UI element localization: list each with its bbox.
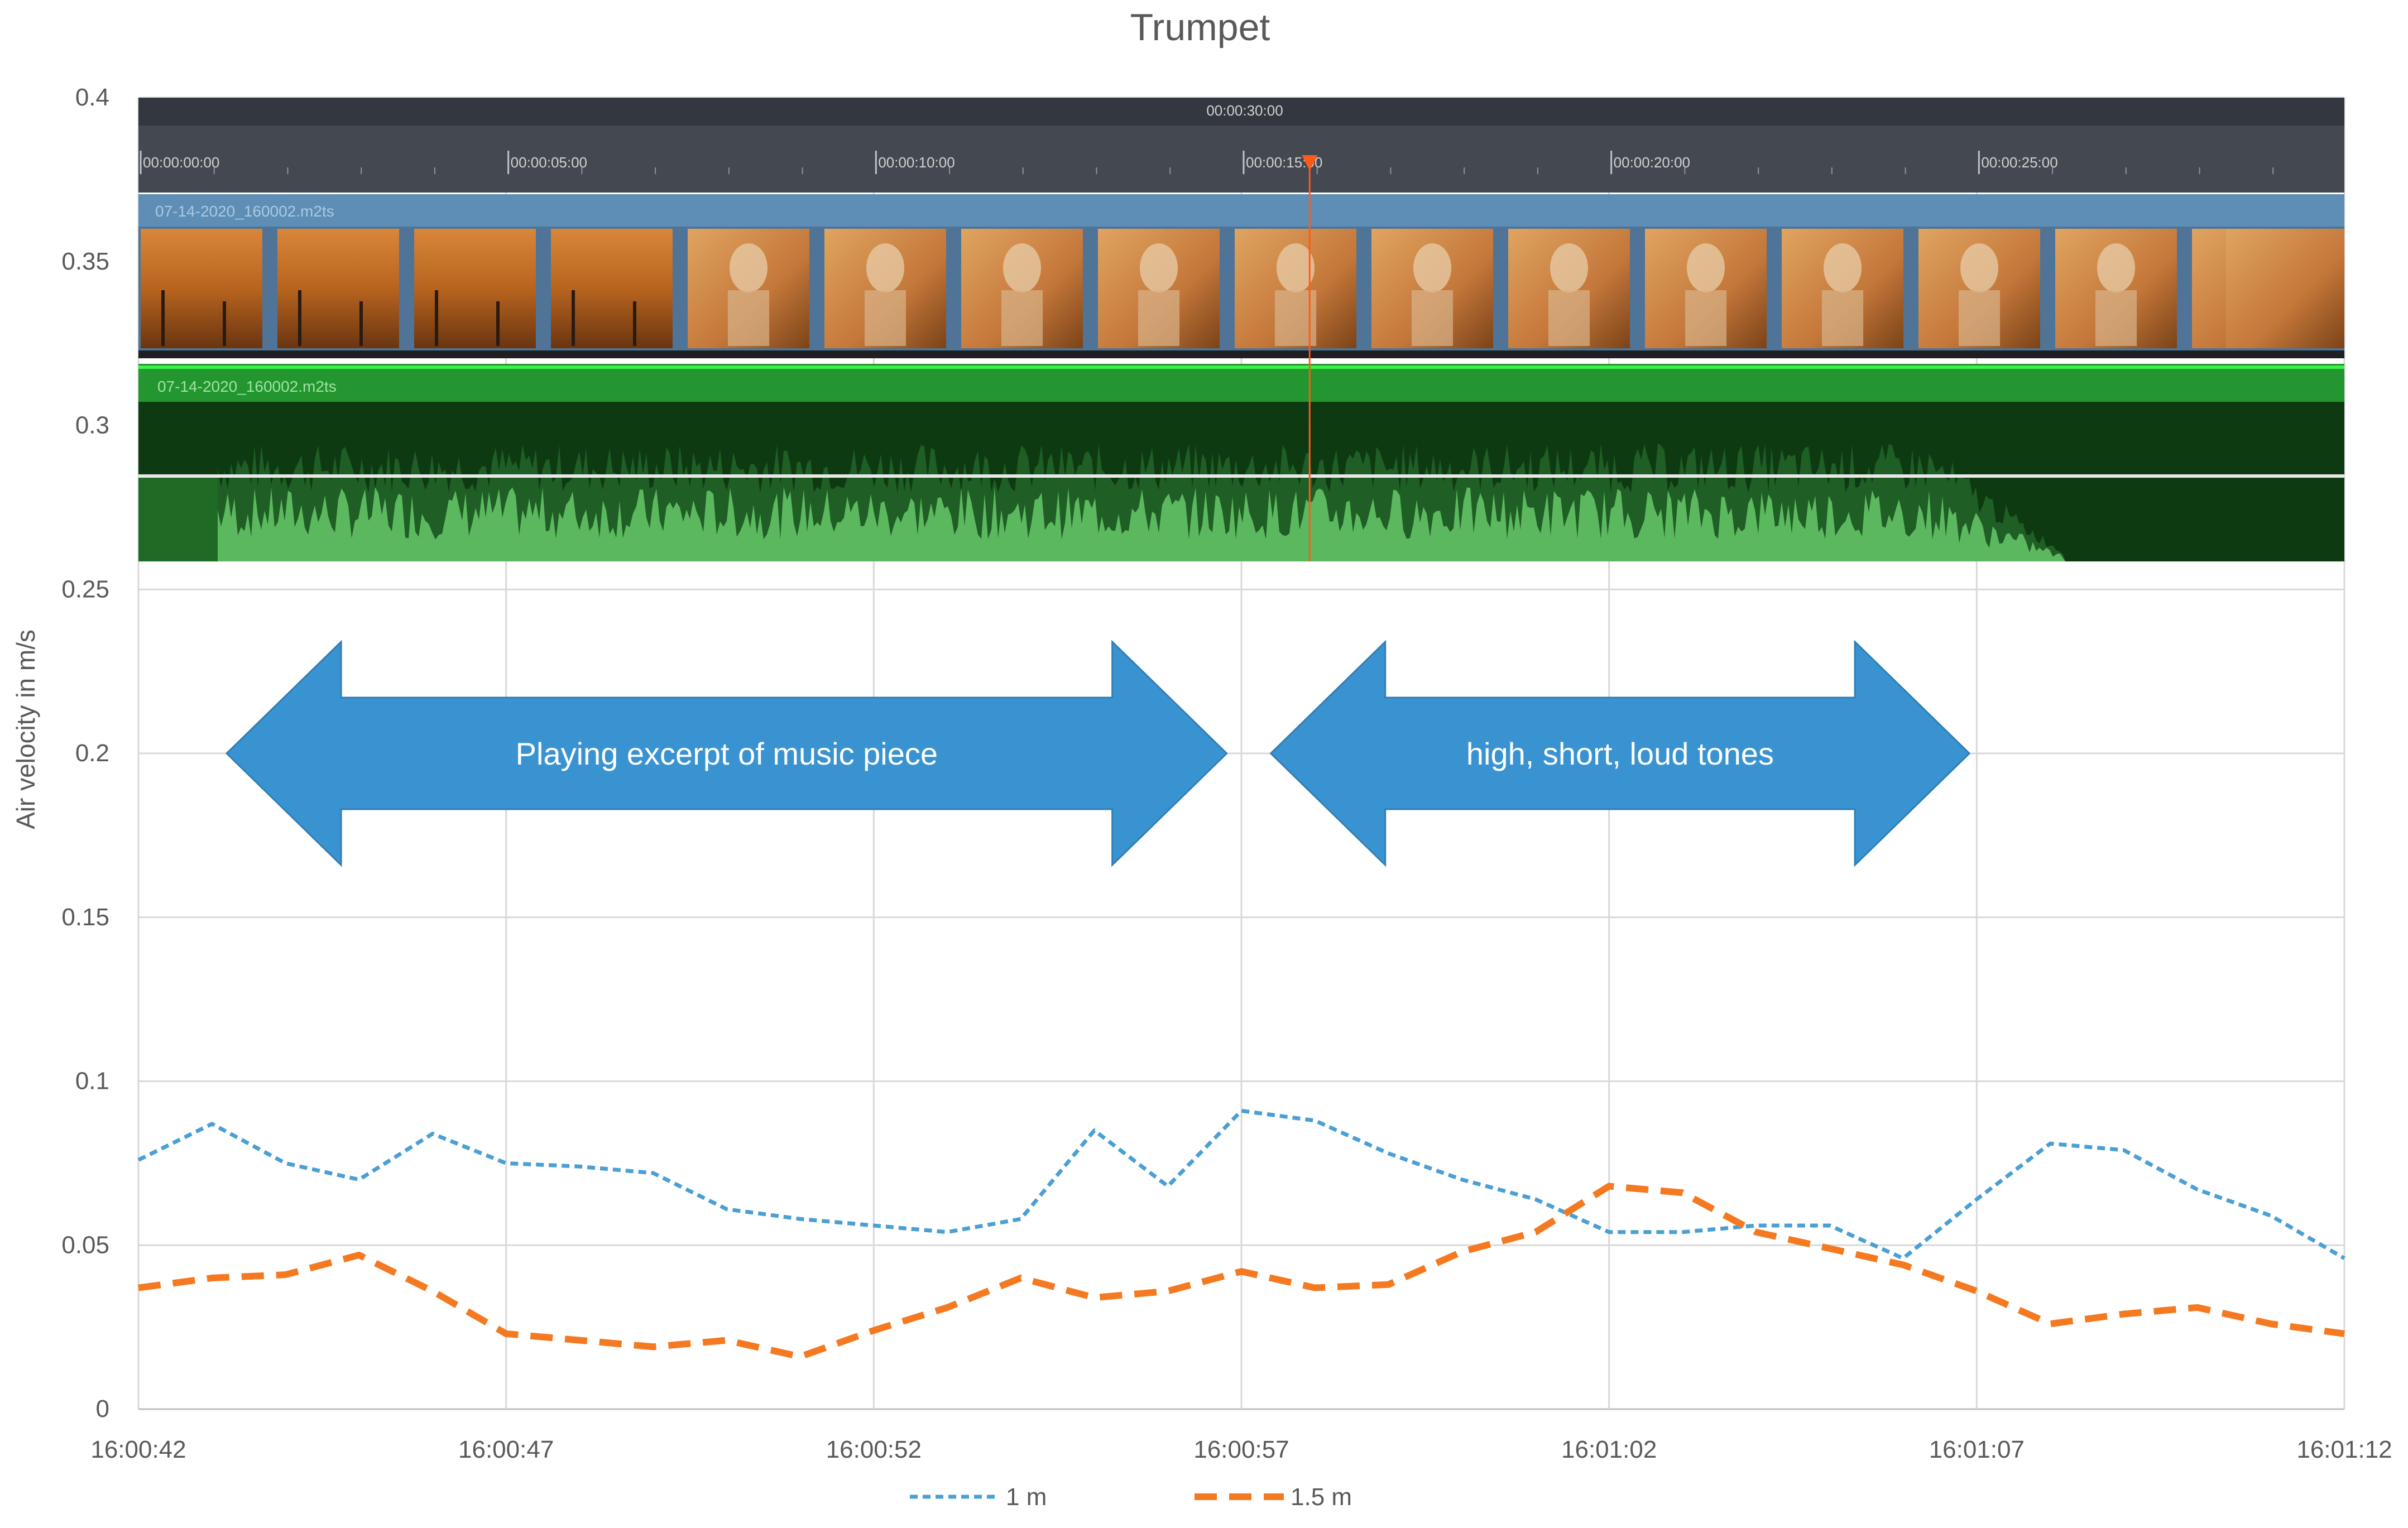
x-tick-label: 16:00:52 (826, 1436, 922, 1463)
thumbnail-figure-body (727, 290, 770, 346)
data-series (137, 1108, 2345, 1360)
legend-label: 1 m (1006, 1483, 1047, 1511)
audio-clip-name: 07-14-2020_160002.m2ts (157, 378, 337, 395)
legend-label: 1.5 m (1291, 1483, 1352, 1511)
video-thumbnail (551, 229, 673, 348)
video-editor-overlay: 00:00:30:00 00:00:00:00 00:00:05:00 00:00:… (138, 98, 2344, 561)
thumbnail-figure (1140, 243, 1178, 292)
thumbnail-figure (1003, 243, 1041, 292)
y-axis-label: Air velocity in m/s (11, 630, 40, 829)
x-tick-label: 16:01:07 (1929, 1436, 2025, 1463)
thumbnail-figure (730, 243, 768, 292)
annotation-arrows: Playing excerpt of music piece high, shor… (225, 640, 1971, 867)
annotation-arrow (225, 640, 1228, 867)
y-tick-label: 0 (96, 1395, 109, 1423)
video-clip-name: 07-14-2020_160002.m2ts (155, 203, 334, 220)
thumbnail-figure-body (1958, 290, 2001, 346)
editor-top-bar (138, 98, 2344, 126)
audio-track-header (138, 364, 2344, 402)
thumbnail-figure (1687, 243, 1725, 292)
audio-waveform (218, 487, 2065, 561)
thumbnail-figure (866, 243, 904, 292)
thumbnail-figure-body (1138, 290, 1180, 346)
y-tick-labels: 0 0.05 0.1 0.15 0.2 0.25 0.3 0.35 0.4 (61, 84, 109, 1423)
x-tick-label: 16:01:02 (1561, 1436, 1657, 1463)
x-tick-labels: 16:00:42 16:00:47 16:00:52 16:00:57 16:01:02… (90, 1436, 2392, 1463)
annotation-label: high, short, loud tones (1466, 736, 1774, 771)
audio-volume-line (138, 474, 2344, 478)
ruler-tick-label: 00:00:00:00 (143, 154, 219, 171)
video-thumbnail (2226, 229, 2344, 348)
thumbnail-figure (1413, 243, 1451, 292)
timeline-ruler (138, 126, 2344, 193)
thumbnail-figure-body (1685, 290, 1727, 346)
y-tick-label: 0.1 (75, 1068, 109, 1095)
y-tick-label: 0.05 (61, 1231, 109, 1258)
y-tick-label: 0.3 (75, 412, 109, 439)
x-tick-label: 16:00:42 (90, 1436, 186, 1463)
video-thumbnail (141, 229, 262, 348)
series-line-1-m (137, 1108, 2345, 1261)
chart-title: Trumpet (1130, 6, 1270, 49)
video-thumbnail (277, 229, 399, 348)
y-tick-label: 0.35 (61, 248, 109, 275)
video-thumbnail (414, 229, 536, 348)
x-tick-label: 16:01:12 (2296, 1436, 2392, 1463)
y-tick-label: 0.15 (61, 904, 109, 931)
thumbnail-figure (1960, 243, 1998, 292)
ruler-tick-label: 00:00:05:00 (511, 154, 587, 171)
x-tick-label: 16:00:57 (1193, 1436, 1289, 1463)
y-tick-label: 0.2 (75, 739, 109, 767)
thumbnail-figure-body (1548, 290, 1590, 346)
video-thumbnails (141, 229, 2344, 348)
thumbnail-figure (1277, 243, 1315, 292)
audio-track-highlight (138, 366, 2344, 369)
thumbnail-figure (1550, 243, 1588, 292)
thumbnail-figure-body (864, 290, 906, 346)
video-track-divider (138, 350, 2344, 358)
thumbnail-figure-body (1821, 290, 1864, 346)
series-line-1-5-m (138, 1183, 2345, 1360)
video-track-header (138, 194, 2344, 227)
ruler-tick-label: 00:00:20:00 (1614, 154, 1690, 171)
ruler-tick-label: 00:00:25:00 (1981, 154, 2057, 171)
y-tick-label: 0.25 (61, 575, 109, 603)
thumbnail-figure-body (1411, 290, 1454, 346)
thumbnail-figure-body (2095, 290, 2137, 346)
audio-silence-block (138, 478, 218, 561)
ruler-total-label: 00:00:30:00 (1206, 102, 1283, 119)
playhead-marker (1302, 155, 1318, 171)
annotation-label: Playing excerpt of music piece (516, 736, 938, 771)
thumbnail-figure-body (1001, 290, 1043, 346)
thumbnail-figure (2097, 243, 2135, 292)
ruler-tick-label: 00:00:10:00 (878, 154, 954, 171)
legend: 1 m 1.5 m (910, 1483, 1352, 1511)
y-tick-label: 0.4 (75, 84, 109, 111)
x-tick-label: 16:00:47 (458, 1436, 554, 1463)
thumbnail-figure (1824, 243, 1862, 292)
annotation-arrow (1269, 640, 1971, 867)
